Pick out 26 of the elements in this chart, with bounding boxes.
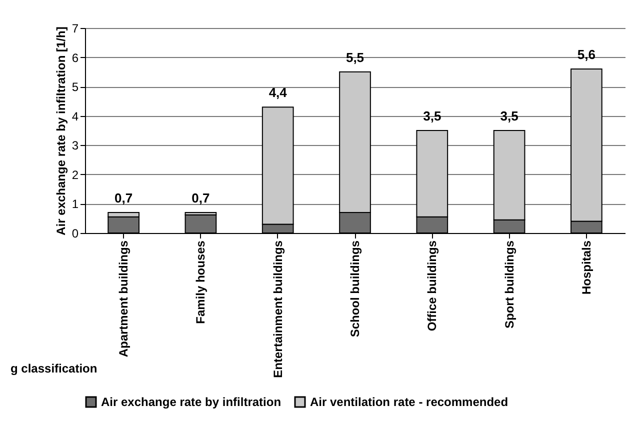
total-label: 5,5 — [346, 50, 364, 65]
x-tick-label: Office buildings — [425, 240, 440, 332]
total-label: 3,5 — [423, 108, 442, 124]
y-tick-label: 7 — [72, 22, 79, 36]
total-label: 0,7 — [192, 190, 210, 206]
y-axis-title: Air exchange rate by infiltration [1/h] — [54, 26, 68, 236]
y-tick-label: 0 — [72, 226, 79, 240]
y-tick-label: 5 — [72, 80, 79, 94]
x-tick-label: Sport buildings — [502, 240, 516, 328]
y-tick-label: 3 — [72, 138, 79, 153]
x-tick-label: Entertainment buildings — [270, 240, 285, 378]
x-axis-title: g classification — [10, 362, 98, 376]
legend-label: Air exchange rate by infiltration — [101, 395, 282, 409]
x-tick-label: Family houses — [194, 240, 208, 324]
legend-label: Air ventilation rate - recommended — [310, 395, 508, 409]
x-tick-label: School buildings — [348, 240, 362, 338]
total-label: 0,7 — [114, 190, 133, 206]
y-tick-label: 4 — [72, 109, 79, 124]
total-label: 5,6 — [577, 47, 596, 62]
total-label: 4,4 — [268, 85, 288, 100]
x-tick-label: Apartment buildings — [116, 240, 131, 358]
y-tick-label: 1 — [72, 197, 79, 212]
y-tick-label: 2 — [72, 168, 79, 182]
x-tick-label: Hospitals — [579, 240, 594, 295]
y-tick-label: 6 — [72, 50, 79, 65]
total-label: 3,5 — [500, 108, 518, 124]
